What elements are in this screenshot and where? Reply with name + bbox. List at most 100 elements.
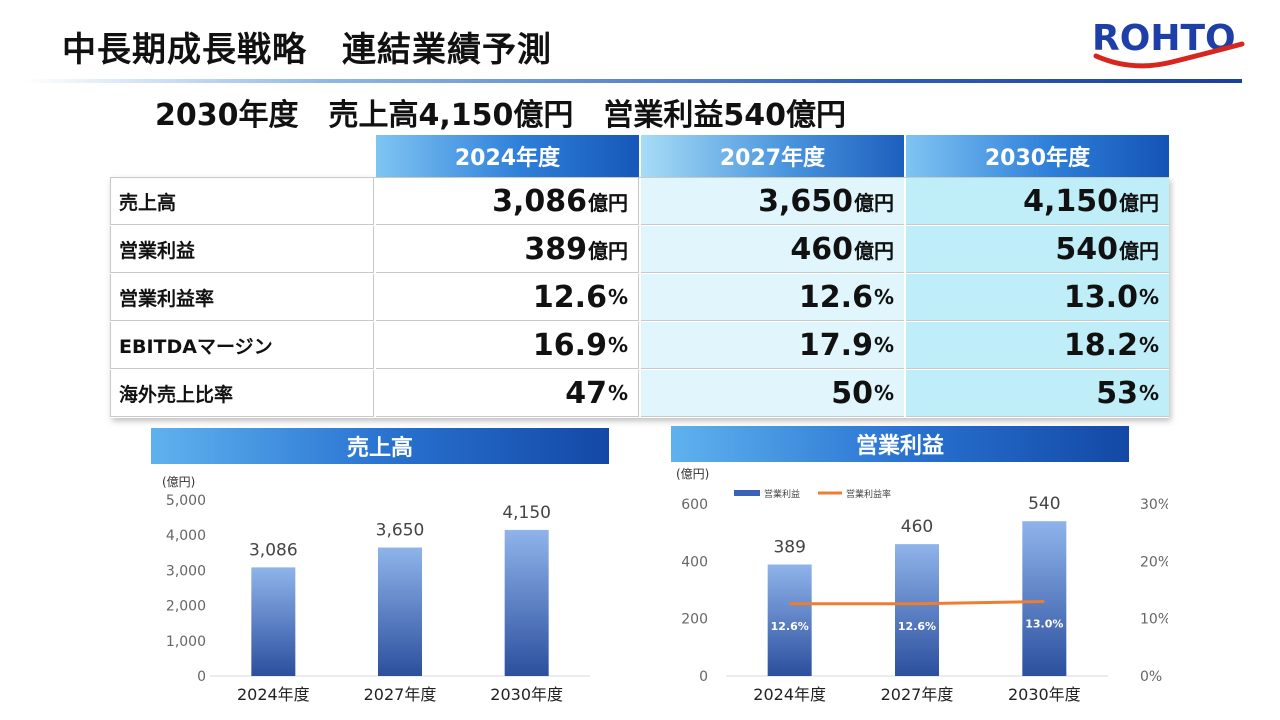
row-label: 営業利益 (110, 226, 374, 273)
row-label: EBITDAマージン (110, 322, 374, 369)
table-cell: 17.9% (641, 322, 904, 369)
y-tick-label: 4,000 (166, 528, 206, 544)
table-row: 営業利益率 12.6% 12.6% 13.0% (110, 274, 1169, 321)
cell-unit: % (607, 333, 628, 357)
cell-value: 13.0 (1063, 279, 1138, 315)
table-cell: 3,650 億円 (641, 178, 904, 225)
cell-value: 4,150 (1023, 183, 1118, 219)
bar-value-label: 3,086 (249, 540, 298, 560)
table-cell: 12.6% (641, 274, 904, 321)
cell-unit: % (607, 381, 628, 405)
column-header: 2027年度 (641, 135, 904, 177)
table-cell: 50% (641, 370, 904, 417)
table-row: 海外売上比率 47% 50% 53% (110, 370, 1169, 417)
cell-value: 460 (790, 231, 853, 267)
table-cell: 53% (906, 370, 1169, 417)
table-cell: 12.6% (376, 274, 639, 321)
cell-unit: % (873, 333, 894, 357)
cell-value: 3,086 (492, 183, 587, 219)
bar (895, 544, 939, 676)
x-tick-label: 2024年度 (237, 685, 310, 704)
cell-unit: 億円 (854, 238, 894, 263)
cell-value: 12.6 (798, 279, 873, 315)
line-value-label: 13.0% (1025, 617, 1063, 630)
cell-unit: % (873, 381, 894, 405)
row-label: 売上高 (110, 178, 374, 225)
bar (1022, 521, 1067, 676)
y-tick-label: 0 (197, 669, 206, 685)
cell-value: 50 (831, 375, 873, 411)
x-tick-label: 2027年度 (881, 685, 954, 704)
cell-value: 12.6 (532, 279, 607, 315)
page-title: 中長期成長戦略 連結業績予測 (62, 30, 552, 70)
y-tick-label: 400 (681, 554, 708, 570)
legend-swatch-bar (734, 490, 760, 496)
y-tick-label: 200 (681, 612, 708, 628)
column-header: 2024年度 (376, 135, 639, 177)
y-tick-label: 3,000 (166, 563, 206, 579)
table-row: 売上高 3,086 億円 3,650 億円 4,150 億円 (110, 178, 1169, 225)
cell-value: 540 (1055, 231, 1118, 267)
cell-unit: % (1138, 381, 1159, 405)
row-label: 海外売上比率 (110, 370, 374, 417)
y-axis-label: (億円) (676, 467, 709, 481)
cell-value: 389 (524, 231, 587, 267)
x-tick-label: 2027年度 (364, 685, 437, 704)
bar (251, 567, 296, 676)
cell-unit: % (607, 285, 628, 309)
bar-value-label: 389 (773, 537, 805, 557)
bar (378, 547, 422, 676)
column-header: 2030年度 (906, 135, 1169, 177)
margin-line (789, 599, 1045, 606)
cell-unit: % (1138, 333, 1159, 357)
headline: 2030年度 売上高4,150億円 営業利益540億円 (155, 98, 847, 133)
cell-value: 47 (565, 375, 607, 411)
profit-combo-chart: (億円) 0 200 400 600 0% 10% 20% 30% 営業利益 営業利益率 389 202… (676, 467, 1168, 704)
bar-value-label: 540 (1028, 494, 1060, 514)
table-cell: 4,150 億円 (906, 178, 1169, 225)
cell-unit: 億円 (1119, 238, 1159, 263)
x-tick-label: 2024年度 (753, 685, 826, 704)
cell-value: 16.9 (532, 327, 607, 363)
bar-value-label: 3,650 (376, 521, 425, 541)
y2-tick-label: 10% (1140, 612, 1168, 628)
y-tick-label: 2,000 (166, 599, 206, 615)
table-cell: 540 億円 (906, 226, 1169, 273)
cell-unit: 億円 (854, 190, 894, 215)
legend-label: 営業利益率 (846, 488, 891, 500)
cell-unit: % (873, 285, 894, 309)
profit-section-banner: 営業利益 (671, 426, 1129, 462)
row-label: 営業利益率 (110, 274, 374, 321)
y-tick-label: 600 (681, 497, 708, 513)
header-divider (24, 79, 1242, 83)
cell-unit: 億円 (588, 238, 628, 263)
table-cell: 460 億円 (641, 226, 904, 273)
cell-unit: 億円 (588, 190, 628, 215)
line-value-label: 12.6% (898, 620, 936, 633)
table-cell: 389 億円 (376, 226, 639, 273)
table-cell: 3,086 億円 (376, 178, 639, 225)
table-cell: 16.9% (376, 322, 639, 369)
rohto-logo: ROHTO (1092, 14, 1252, 84)
bar (767, 564, 812, 676)
y2-tick-label: 20% (1140, 554, 1168, 570)
sales-section-banner: 売上高 (151, 428, 609, 464)
x-tick-label: 2030年度 (490, 685, 563, 704)
cell-unit: % (1138, 285, 1159, 309)
cell-unit: 億円 (1119, 190, 1159, 215)
y-axis-label: (億円) (162, 475, 195, 489)
cell-value: 3,650 (758, 183, 853, 219)
y-tick-label: 5,000 (166, 493, 206, 509)
bar-value-label: 460 (901, 517, 933, 537)
table-cell: 13.0% (906, 274, 1169, 321)
y-tick-label: 1,000 (166, 634, 206, 650)
legend-label: 営業利益 (764, 488, 800, 500)
sales-bar-chart: (億円) 0 1,000 2,000 3,000 4,000 5,000 3,086 2024年… (162, 475, 590, 704)
y-tick-label: 0 (699, 669, 708, 685)
table-row: 営業利益 389 億円 460 億円 540 億円 (110, 226, 1169, 273)
bar-value-label: 4,150 (502, 503, 551, 523)
table-cell: 18.2% (906, 322, 1169, 369)
bar (504, 529, 549, 676)
y2-tick-label: 0% (1140, 669, 1162, 685)
line-value-label: 12.6% (771, 620, 809, 633)
